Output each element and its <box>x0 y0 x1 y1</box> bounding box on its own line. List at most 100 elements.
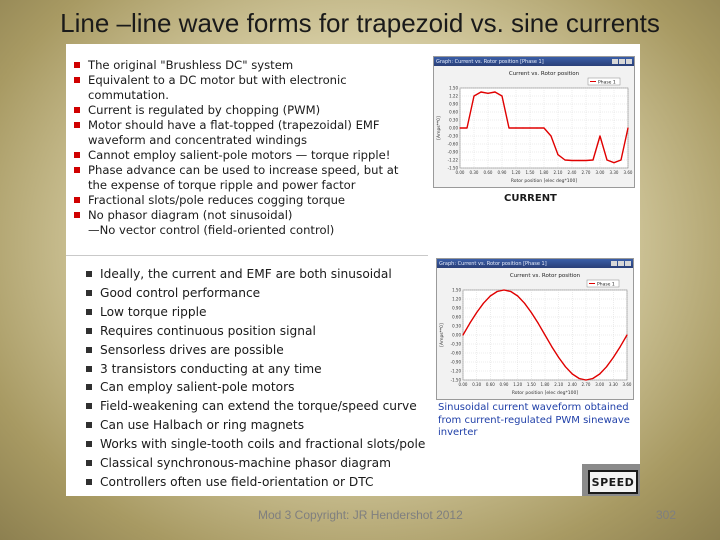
data-point <box>466 127 468 129</box>
bullet-item: Equivalent to a DC motor but with electr… <box>68 73 420 103</box>
slide-title: Line –line wave forms for trapezoid vs. … <box>60 8 660 38</box>
data-point <box>503 289 505 291</box>
y-tick-label: -0.30 <box>451 341 462 346</box>
plot-window-titlebar[interactable]: Graph: Current vs. Rotor position [Phase… <box>437 259 633 268</box>
y-tick-label: -0.60 <box>451 350 462 355</box>
data-point <box>585 379 587 381</box>
legend-box <box>586 279 620 288</box>
data-point <box>515 127 517 129</box>
sub-bullet-item: —No vector control (field-oriented contr… <box>88 223 335 237</box>
close-icon[interactable] <box>626 59 632 64</box>
chart-title: Current vs. Rotor position <box>510 273 581 279</box>
y-tick-label: 0.90 <box>449 101 458 106</box>
bullet-item: Motor should have a flat-topped (trapezo… <box>68 118 420 148</box>
data-point <box>544 334 546 336</box>
data-point <box>613 162 615 164</box>
current-caption: CURRENT <box>504 193 557 204</box>
x-tick-label: 1.20 <box>512 170 521 175</box>
bullet-item: Controllers often use field-orientation … <box>80 473 432 492</box>
data-point <box>578 377 580 380</box>
speed-logo-text: SPEED <box>588 470 638 494</box>
bullet-item: Current is regulated by chopping (PWM) <box>68 103 420 118</box>
sinusoid-current-chart: Current vs. Rotor position Phase 1 0.00 0.3… <box>439 273 632 396</box>
trapezoid-bullet-list: The original "Brushless DC" system Equiv… <box>68 58 420 238</box>
y-tick-label: -0.90 <box>448 149 459 154</box>
sinusoidal-bullet-list: Ideally, the current and EMF are both si… <box>80 265 432 492</box>
plot-window-title: Graph: Current vs. Rotor position [Phase… <box>439 260 547 267</box>
data-point <box>496 290 498 293</box>
data-point <box>585 159 587 162</box>
section-divider <box>66 255 428 256</box>
data-point <box>489 295 491 297</box>
y-tick-label: -0.30 <box>448 133 459 138</box>
data-point <box>605 366 608 368</box>
bullet-item: Can employ salient-pole motors <box>80 378 432 397</box>
x-tick-label: 1.50 <box>526 170 535 175</box>
x-tick-label: 3.60 <box>623 382 632 387</box>
footer-copyright: Mod 3 Copyright: JR Hendershot 2012 <box>258 508 463 522</box>
minimize-icon[interactable] <box>612 59 618 64</box>
plot-window-title: Graph: Current vs. Rotor position [Phase… <box>436 58 544 65</box>
close-icon[interactable] <box>625 261 631 266</box>
bullet-item: Good control performance <box>80 284 432 303</box>
data-point <box>537 322 539 324</box>
chart-title: Current vs. Rotor position <box>509 71 580 77</box>
bullet-item: Classical synchronous-machine phasor dia… <box>80 454 432 473</box>
x-tick-label: 2.40 <box>568 382 577 387</box>
data-point <box>551 346 553 348</box>
data-point <box>508 127 510 129</box>
bullet-item: Can use Halbach or ring magnets <box>80 416 432 435</box>
bullet-item: 3 transistors conducting at any time <box>80 360 432 379</box>
content-panel: The original "Brushless DC" system Equiv… <box>66 44 640 496</box>
y-axis-label: [Amps**0] <box>436 116 442 140</box>
x-tick-label: 2.10 <box>554 382 563 387</box>
x-tick-label: 0.30 <box>472 382 481 387</box>
y-tick-label: -0.60 <box>448 141 459 146</box>
trapezoid-plot-window[interactable]: Graph: Current vs. Rotor position [Phase… <box>433 56 635 188</box>
data-point <box>494 91 496 93</box>
bullet-item: Cannot employ salient-pole motors — torq… <box>68 148 420 163</box>
x-tick-label: 0.90 <box>498 170 507 175</box>
bullet-item: Phase advance can be used to increase sp… <box>68 163 420 193</box>
y-tick-label: -1.50 <box>451 377 462 382</box>
bullet-item: Low torque ripple <box>80 303 432 322</box>
data-point <box>462 334 464 336</box>
sinusoid-caption: Sinusoidal current waveform obtained fro… <box>438 402 630 438</box>
x-tick-label: 2.70 <box>582 170 591 175</box>
sinusoid-plot-window[interactable]: Graph: Current vs. Rotor position [Phase… <box>436 258 634 400</box>
x-tick-label: 1.80 <box>540 170 549 175</box>
y-tick-label: 0.00 <box>452 332 461 337</box>
data-point <box>469 322 471 324</box>
data-point <box>543 127 545 129</box>
x-tick-label: 3.30 <box>609 382 618 387</box>
x-axis-label: Rotor position [elec deg*100] <box>512 390 578 396</box>
data-point <box>626 334 628 336</box>
speed-logo: SPEED <box>582 464 640 496</box>
y-tick-label: 0.30 <box>452 323 461 328</box>
data-point <box>571 159 573 162</box>
data-point <box>627 127 629 129</box>
y-tick-label: 1.22 <box>449 93 458 98</box>
data-point <box>480 91 482 93</box>
plot-window-titlebar[interactable]: Graph: Current vs. Rotor position [Phase… <box>434 57 634 66</box>
data-point <box>578 159 580 162</box>
data-point <box>564 366 567 368</box>
data-point <box>476 311 478 314</box>
maximize-icon[interactable] <box>618 261 624 266</box>
page-number: 302 <box>656 508 677 522</box>
y-tick-label: 0.30 <box>449 117 458 122</box>
bullet-item: Ideally, the current and EMF are both si… <box>80 265 432 284</box>
minimize-icon[interactable] <box>611 261 617 266</box>
data-point <box>501 95 503 97</box>
data-point <box>473 95 475 97</box>
x-tick-label: 2.40 <box>568 170 577 175</box>
y-tick-label: -1.50 <box>448 165 459 170</box>
maximize-icon[interactable] <box>619 59 625 64</box>
y-axis-label: [Amps**0] <box>439 323 445 347</box>
data-point <box>558 356 560 359</box>
data-point <box>522 127 524 129</box>
data-point <box>592 377 594 380</box>
bullet-item: Requires continuous position signal <box>80 322 432 341</box>
data-point <box>523 302 526 304</box>
x-tick-label: 1.50 <box>527 382 536 387</box>
